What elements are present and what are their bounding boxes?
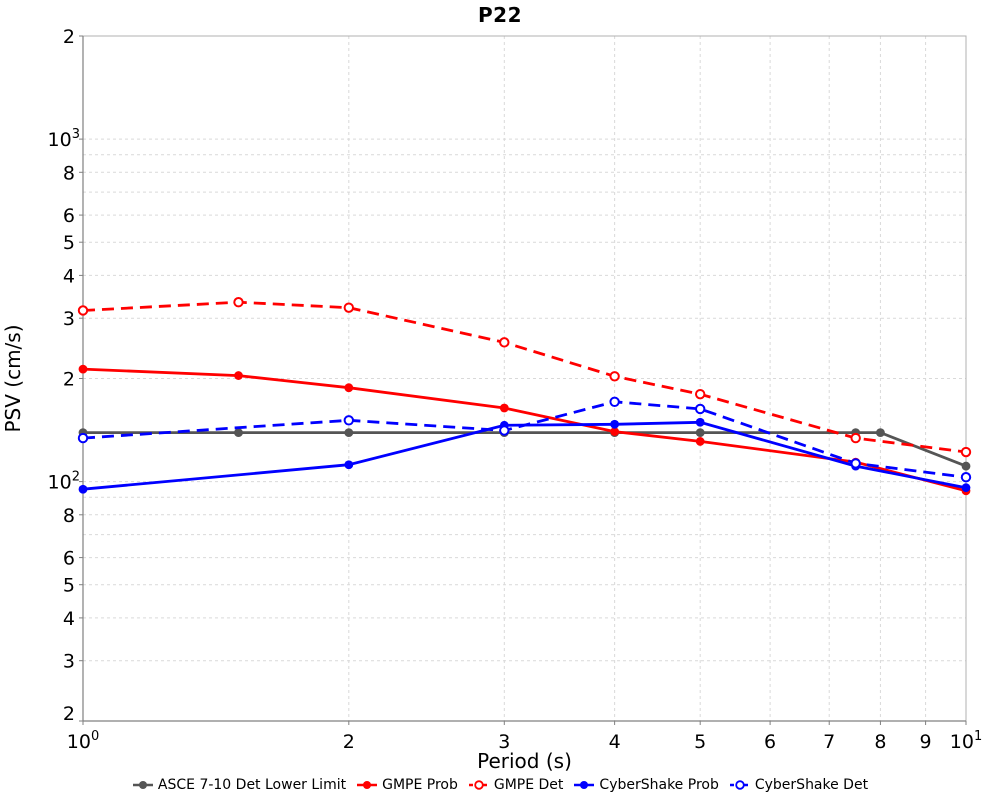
legend-item: CyberShake Prob	[573, 777, 719, 793]
y-tick-label: 102	[48, 470, 80, 494]
series-marker	[77, 305, 89, 316]
series-marker	[960, 472, 972, 483]
legend-label: CyberShake Prob	[599, 777, 719, 793]
legend-marker-icon	[729, 780, 750, 790]
series-marker	[344, 428, 354, 438]
legend-marker-icon	[468, 780, 489, 790]
series-marker	[961, 461, 971, 471]
series-cybershake-det	[77, 396, 972, 483]
series-marker	[695, 417, 705, 427]
gridlines	[83, 36, 966, 721]
series-marker	[610, 427, 620, 436]
series-marker	[876, 428, 885, 438]
y-tick-label: 103	[48, 127, 80, 151]
x-tick-label: 101	[950, 729, 982, 753]
legend-marker-icon	[132, 781, 153, 789]
y-tick-label: 3	[63, 651, 75, 673]
series-marker	[234, 428, 243, 438]
series-marker	[609, 396, 620, 408]
y-tick-label: 3	[63, 308, 75, 330]
legend-label: GMPE Det	[493, 777, 564, 793]
series-marker	[499, 425, 510, 436]
y-tick-label: 6	[63, 205, 75, 227]
series-marker	[344, 383, 354, 393]
series-marker	[78, 364, 88, 374]
y-axis-label: PSV (cm/s)	[1, 324, 25, 432]
series-gmpe-prob	[78, 364, 971, 496]
series-marker	[77, 432, 89, 444]
y-tick-label: 8	[63, 505, 75, 527]
series-marker	[695, 428, 705, 438]
x-tick-label: 5	[694, 731, 706, 753]
series-marker	[960, 446, 972, 458]
legend-label: GMPE Prob	[382, 777, 458, 793]
legend-item: CyberShake Det	[729, 777, 868, 793]
x-tick-label: 3	[498, 731, 510, 753]
series-line	[82, 367, 967, 493]
x-tick-label: 9	[920, 731, 932, 753]
series-line	[82, 300, 967, 454]
series-marker	[233, 297, 244, 308]
x-tick-label: 6	[764, 731, 776, 753]
x-tick-label: 100	[67, 729, 99, 753]
y-tick-label: 4	[63, 265, 75, 287]
legend-item: GMPE Det	[468, 777, 564, 793]
tick-labels: 2 103 8 6 5 4 3 2 102 8 6 5 4 3 2 100 2 3 4 5 6 7 8 9 101	[48, 26, 983, 753]
series-gmpe-det	[77, 297, 972, 458]
series-marker	[610, 419, 620, 429]
series-marker	[499, 403, 509, 413]
y-tick-label: 5	[63, 232, 75, 254]
series-marker	[850, 458, 861, 469]
y-tick-label: 8	[63, 162, 75, 184]
legend-item: GMPE Prob	[356, 777, 458, 793]
series-marker	[78, 484, 88, 494]
series-marker	[344, 460, 354, 470]
legend-item: ASCE 7-10 Det Lower Limit	[132, 777, 346, 793]
series-marker	[499, 337, 510, 348]
series-marker	[343, 415, 355, 426]
series-marker	[609, 371, 620, 382]
x-tick-label: 8	[874, 731, 886, 753]
series-marker	[234, 371, 243, 380]
series-marker	[850, 432, 861, 444]
series-marker	[694, 388, 706, 400]
y-tick-label: 4	[63, 608, 75, 630]
legend-marker-icon	[357, 781, 378, 789]
y-tick-label: 2	[63, 369, 75, 391]
x-tick-label: 7	[823, 731, 835, 753]
y-tick-label: 2	[63, 703, 75, 725]
legend-label: CyberShake Det	[754, 777, 869, 793]
legend-label: ASCE 7-10 Det Lower Limit	[157, 777, 347, 793]
series-marker	[343, 302, 355, 313]
y-tick-label: 5	[63, 575, 75, 597]
legend-marker-icon	[574, 781, 595, 789]
x-tick-label: 4	[609, 731, 621, 753]
series-asce-7-10-det-lower-limit	[78, 428, 971, 471]
x-axis-label: Period (s)	[477, 749, 572, 773]
legend: ASCE 7-10 Det Lower Limit GMPE Prob GMPE D…	[0, 771, 1000, 799]
axes	[79, 35, 967, 725]
x-tick-label: 2	[343, 731, 355, 753]
y-tick-label: 2	[63, 26, 75, 48]
y-tick-label: 6	[63, 548, 75, 570]
series-marker	[694, 403, 706, 415]
series-marker	[961, 483, 971, 493]
series-marker	[695, 437, 705, 446]
chart-title: P22	[478, 3, 522, 27]
